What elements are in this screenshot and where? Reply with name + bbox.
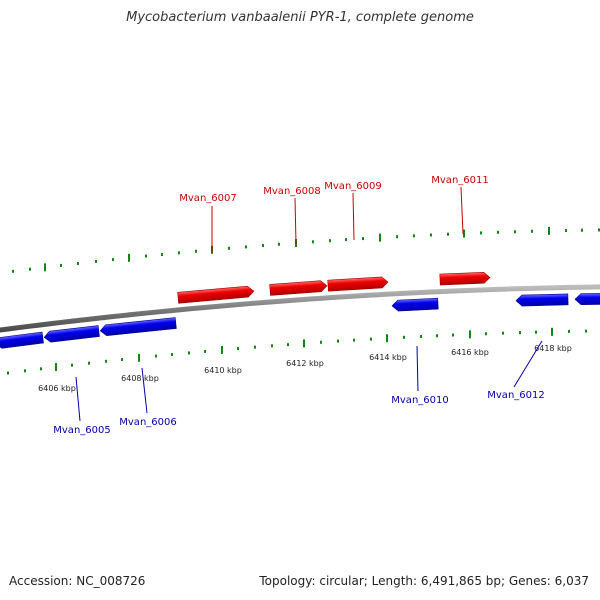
gene-arrow-mvan-6005[interactable] xyxy=(43,325,100,343)
gene-arrow-mvan-6006[interactable] xyxy=(99,317,177,337)
gene-leader-line xyxy=(460,186,464,235)
gene-leader-line xyxy=(141,367,148,414)
tick-layer: 6406 kbp 6408 kbp 6410 kbp 6412 kbp 6414 kbp… xyxy=(7,226,600,393)
gene-leader-line xyxy=(513,340,543,388)
gene-leader-line xyxy=(416,345,419,392)
scale-label: 6414 kbp xyxy=(369,353,407,362)
gene-label-mvan-6005[interactable]: Mvan_6005 xyxy=(53,425,110,436)
scale-label: 6406 kbp xyxy=(38,384,76,393)
gene-arrow-mvan-6007[interactable] xyxy=(177,285,255,304)
gene-arrow-mvan-6010[interactable] xyxy=(391,297,439,312)
scale-label: 6418 kbp xyxy=(534,344,572,353)
scale-label: 6408 kbp xyxy=(121,374,159,383)
gene-arrow-partial[interactable] xyxy=(0,331,44,349)
gene-arrow-mvan-6008[interactable] xyxy=(269,280,328,296)
gene-label-mvan-6010[interactable]: Mvan_6010 xyxy=(391,395,448,406)
gene-label-mvan-6006[interactable]: Mvan_6006 xyxy=(119,417,176,428)
gene-label-mvan-6011[interactable]: Mvan_6011 xyxy=(431,175,488,186)
gene-arrow-mvan-6012[interactable] xyxy=(515,293,569,307)
gene-layer xyxy=(0,271,600,349)
accession-text: Accession: NC_008726 xyxy=(9,574,146,588)
gene-arrow-mvan-6009[interactable] xyxy=(327,276,389,292)
genome-summary-text: Topology: circular; Length: 6,491,865 bp… xyxy=(259,574,589,588)
gene-label-mvan-6009[interactable]: Mvan_6009 xyxy=(324,181,381,192)
gene-label-mvan-6012[interactable]: Mvan_6012 xyxy=(487,390,544,401)
map-title: Mycobacterium vanbaalenii PYR-1, complet… xyxy=(126,10,474,25)
scale-label: 6412 kbp xyxy=(286,359,324,368)
gene-arrow-partial[interactable] xyxy=(574,292,600,305)
backbone-layer xyxy=(0,284,600,333)
gene-label-mvan-6008[interactable]: Mvan_6008 xyxy=(263,186,320,197)
gene-leader-line xyxy=(75,376,81,422)
genome-backbone xyxy=(0,284,600,333)
scale-label: 6410 kbp xyxy=(204,366,242,375)
gene-label-mvan-6007[interactable]: Mvan_6007 xyxy=(179,193,236,204)
label-layer: Mvan_6005 Mvan_6006 Mvan_6007 Mvan_6008 Mvan… xyxy=(53,175,544,436)
gene-arrow-mvan-6011[interactable] xyxy=(439,271,491,286)
scale-label: 6416 kbp xyxy=(451,348,489,357)
gene-leader-line xyxy=(352,192,355,241)
gene-leader-line xyxy=(294,197,297,245)
